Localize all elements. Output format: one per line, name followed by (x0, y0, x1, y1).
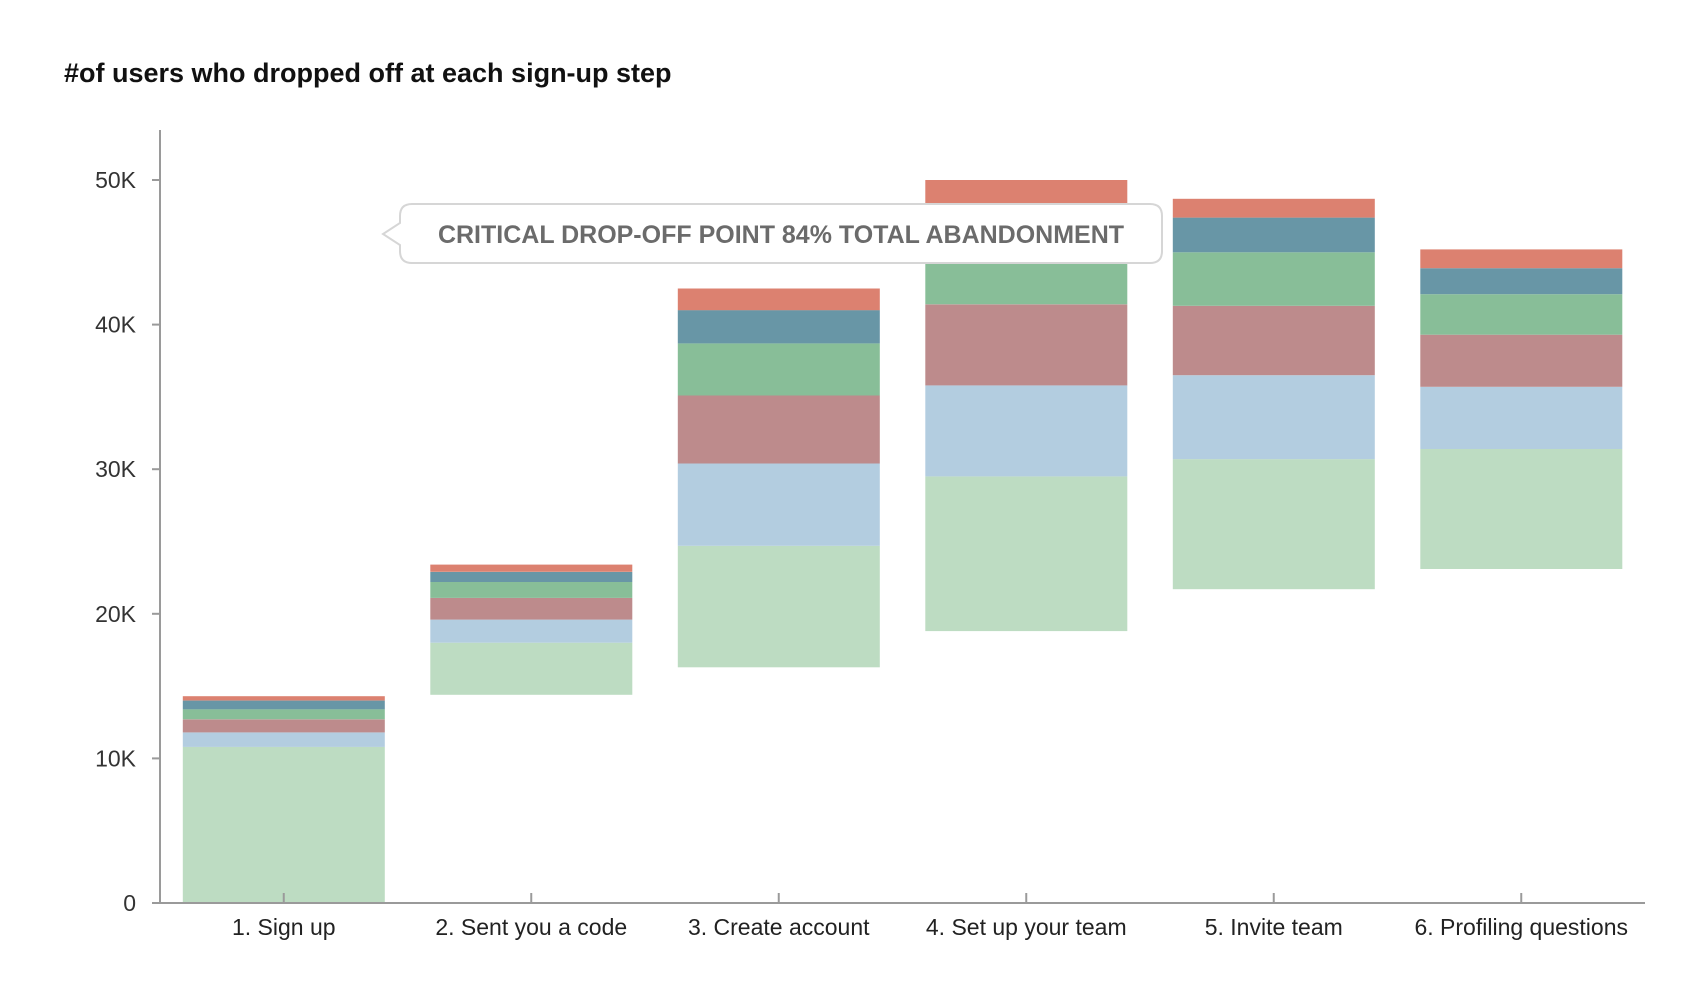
bar-segment (677, 395, 880, 464)
bar-segment (182, 696, 385, 701)
y-tick-label: 0 (123, 890, 136, 916)
bar-segment (677, 310, 880, 344)
x-tick-label: 3. Create account (688, 914, 870, 940)
y-tick-label: 50K (95, 167, 137, 193)
bar-segment (1420, 249, 1623, 269)
bar-segment (677, 343, 880, 396)
bar-segment (182, 709, 385, 720)
bar-segment (182, 719, 385, 733)
bar-segment (925, 385, 1128, 477)
x-tick-label: 5. Invite team (1205, 914, 1343, 940)
bar-segment (430, 597, 633, 620)
bar-segment (430, 582, 633, 598)
bar-segment (1172, 198, 1375, 218)
bar-segment (925, 476, 1128, 632)
x-tick-label: 4. Set up your team (926, 914, 1127, 940)
y-tick-label: 20K (95, 601, 137, 627)
labels-layer: 0 10K 20K 30K 40K 50K 1. Sign up 2. Sent you a … (95, 167, 1628, 940)
bar-segment (182, 732, 385, 747)
bar-segment (1172, 252, 1375, 306)
callout-box (381, 203, 1163, 264)
axes-layer (152, 130, 1645, 904)
y-tick-label: 10K (95, 745, 137, 771)
bar-segment (430, 619, 633, 643)
bar-segment (1172, 459, 1375, 590)
bar-segment (677, 463, 880, 546)
bar-segment (1420, 334, 1623, 387)
y-tick-label: 30K (95, 456, 137, 482)
bar-segment (430, 642, 633, 695)
callout: CRITICAL DROP-OFF POINT 84% TOTAL ABANDO… (381, 203, 1163, 264)
bar-segment (1420, 268, 1623, 295)
bar-segment (1172, 305, 1375, 376)
y-tick-label: 40K (95, 312, 137, 338)
bar-segment (1172, 375, 1375, 460)
bar-segment (925, 304, 1128, 386)
bars-layer (182, 180, 1623, 903)
bar-segment (1172, 217, 1375, 253)
chart-title: #of users who dropped off at each sign-u… (64, 58, 672, 88)
bar-segment (1420, 449, 1623, 569)
x-tick-label: 1. Sign up (232, 914, 336, 940)
x-tick-label: 6. Profiling questions (1414, 914, 1628, 940)
bar-segment (677, 545, 880, 668)
bar-segment (430, 571, 633, 582)
bar-segment (182, 700, 385, 710)
bar-segment (677, 288, 880, 311)
bar-segment (1420, 386, 1623, 449)
bar-segment (1420, 294, 1623, 335)
bar-segment (182, 746, 385, 903)
x-tick-label: 2. Sent you a code (435, 914, 627, 940)
bar-segment (430, 564, 633, 572)
bar-segment (925, 180, 1128, 205)
callout-text: CRITICAL DROP-OFF POINT 84% TOTAL ABANDO… (438, 221, 1124, 249)
